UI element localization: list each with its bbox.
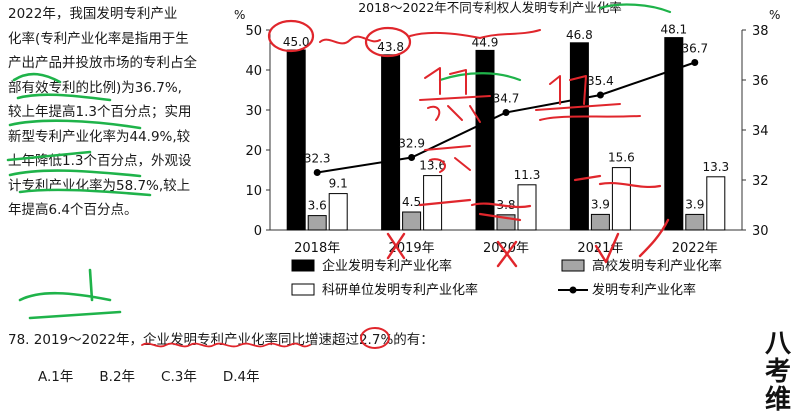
option-c[interactable]: C.3年: [161, 369, 197, 385]
y-left-tick-label: 10: [245, 184, 262, 199]
chart-title: 2018～2022年不同专利权人发明专利产业化率: [358, 0, 622, 15]
bar: [685, 213, 705, 231]
passage-line: 产出产品并投放市场的专利占全: [8, 55, 197, 71]
option-d[interactable]: D.4年: [222, 369, 260, 385]
green-scribble-3: [18, 268, 122, 320]
bar: [706, 176, 726, 231]
line-data-label: 32.9: [398, 137, 425, 151]
option-b[interactable]: B.2年: [99, 369, 136, 385]
y-right-unit: %: [769, 8, 780, 22]
bar: [517, 184, 537, 231]
line-point: [691, 59, 699, 66]
line-data-label: 34.7: [493, 92, 520, 106]
line-series: [317, 61, 696, 174]
bar-data-label: 13.6: [419, 159, 446, 173]
legend-label: 企业发明专利产业化率: [322, 258, 452, 274]
y-right-tick-label: 36: [752, 74, 769, 89]
legend-label: 发明专利产业化率: [592, 282, 696, 298]
x-tick-label: 2019年: [389, 241, 435, 256]
bar: [286, 49, 306, 231]
plot-area: 0 10 20 30 40 50 30 32 34 36 38 2018年 45.0 3.69.1 2019…: [245, 23, 768, 256]
bar-data-label: 11.3: [514, 168, 541, 182]
bar: [423, 175, 443, 231]
bar: [328, 193, 348, 231]
bar-data-label: 44.9: [472, 35, 499, 49]
y-left-tick-label: 30: [245, 104, 262, 119]
bar: [381, 54, 401, 231]
y-left-tick-label: 50: [245, 24, 262, 39]
passage-line: 新型专利产业化率为44.9%,较: [8, 128, 191, 145]
bar-data-label: 46.8: [566, 28, 593, 42]
bar: [307, 215, 327, 231]
line-data-label: 32.3: [304, 152, 331, 166]
bar-data-label: 45.0: [283, 35, 310, 49]
legend-marker: [569, 286, 577, 294]
line-data-label: 36.7: [681, 42, 708, 56]
line-point: [313, 169, 321, 176]
passage-line: 2022年，我国发明专利产业: [8, 6, 178, 22]
bar-data-label: 3.9: [685, 197, 704, 211]
y-right-tick-label: 30: [752, 224, 769, 239]
bar: [475, 49, 495, 231]
y-left-unit: %: [234, 8, 245, 22]
bar-data-label: 48.1: [660, 23, 687, 37]
bar-data-label: 43.8: [377, 40, 404, 54]
bar: [590, 213, 610, 231]
question-stem: 78. 2019～2022年，企业发明专利产业化率同比增速超过2.7%的有：: [8, 332, 434, 348]
passage-line: 化率(专利产业化率是指用于生: [8, 30, 189, 47]
bar-data-label: 4.5: [402, 195, 421, 209]
bar: [496, 214, 516, 231]
line-point: [502, 109, 510, 116]
legend-swatch: [291, 283, 315, 296]
bar-data-label: 9.1: [329, 177, 348, 191]
bar-data-label: 15.6: [608, 151, 635, 165]
bar-data-label: 13.3: [702, 160, 729, 174]
line-point: [408, 154, 416, 161]
x-tick-label: 2018年: [294, 241, 340, 256]
bar: [402, 211, 422, 231]
y-left-tick-label: 0: [254, 224, 262, 239]
line-data-label: 35.4: [587, 74, 614, 88]
x-tick-label: 2021年: [577, 241, 623, 256]
brand-logo: 八考维: [764, 329, 791, 415]
bar-data-label: 3.6: [308, 199, 327, 213]
legend-label: 高校发明专利产业化率: [592, 258, 722, 274]
x-tick-label: 2020年: [483, 241, 529, 256]
y-left-tick-label: 20: [245, 144, 262, 159]
x-tick-label: 2022年: [672, 241, 718, 256]
legend-swatch: [291, 259, 315, 272]
y-right-tick-label: 38: [752, 24, 769, 39]
option-a[interactable]: A.1年: [38, 369, 74, 385]
answer-options: A.1年 B.2年 C.3年 D.4年: [38, 365, 286, 385]
bar-data-label: 3.9: [591, 197, 610, 211]
passage-line: 年提高6.4个百分点。: [8, 202, 138, 218]
y-right-tick-label: 34: [752, 124, 769, 139]
bar: [611, 167, 631, 231]
legend-swatch: [561, 259, 585, 272]
y-left-tick-label: 40: [245, 64, 262, 79]
bar: [569, 42, 589, 231]
legend-label: 科研单位发明专利产业化率: [322, 282, 478, 298]
line-point: [596, 91, 604, 99]
bar-data-label: 3.8: [496, 198, 515, 212]
bar: [664, 37, 684, 231]
y-right-tick-label: 32: [752, 174, 769, 189]
chart: 2018～2022年不同专利权人发明专利产业化率 % % 0 10 20 30 40 50…: [234, 0, 780, 298]
